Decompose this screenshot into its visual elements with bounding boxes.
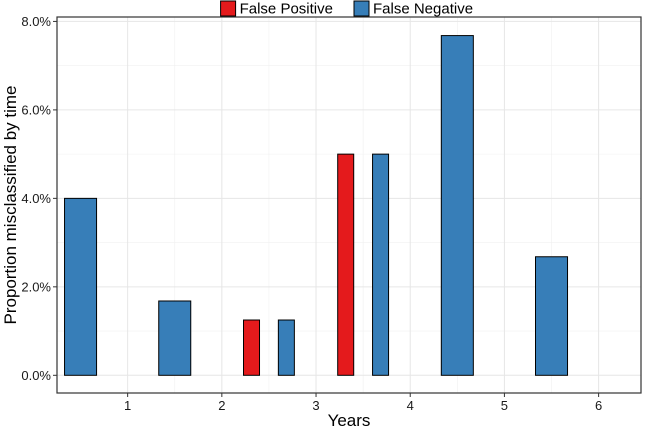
y-axis: 0.0% 2.0% 4.0% 6.0% 8.0% (21, 14, 57, 383)
bar-false-negative-year-2 (158, 300, 192, 376)
y-tick-label: 0.0% (21, 368, 51, 383)
x-tick-label: 6 (595, 398, 602, 413)
plot-panel-border (56, 16, 642, 394)
bar-false-negative-year-1 (64, 197, 98, 376)
y-tick-label: 8.0% (21, 14, 51, 29)
legend: False Positive False Negative (220, 0, 473, 18)
y-tick-label: 6.0% (21, 102, 51, 117)
x-axis-title: Years (328, 411, 371, 430)
y-tick-label: 4.0% (21, 191, 51, 206)
x-tick-label: 5 (501, 398, 508, 413)
bar-false-negative-year-5 (440, 35, 474, 376)
legend-key-false-negative (353, 0, 370, 17)
grid-lines (57, 17, 641, 393)
legend-label: False Positive (240, 1, 333, 18)
bar-false-negative-year-6 (535, 256, 569, 376)
x-tick-label: 4 (407, 398, 414, 413)
bar-false-positive-year-4 (337, 153, 355, 376)
legend-key-false-positive (220, 0, 237, 17)
legend-label: False Negative (373, 1, 473, 18)
x-tick-label: 3 (312, 398, 319, 413)
x-axis: 1 2 3 4 5 6 (124, 393, 602, 413)
bar-false-positive-year-3 (243, 319, 261, 376)
bar-false-negative-year-4 (372, 153, 390, 376)
bar-false-negative-year-3 (277, 319, 295, 376)
x-tick-label: 1 (124, 398, 131, 413)
x-tick-label: 2 (218, 398, 225, 413)
bars (64, 35, 569, 376)
y-axis-title: Proportion misclassified by time (1, 85, 20, 324)
y-tick-label: 2.0% (21, 279, 51, 294)
